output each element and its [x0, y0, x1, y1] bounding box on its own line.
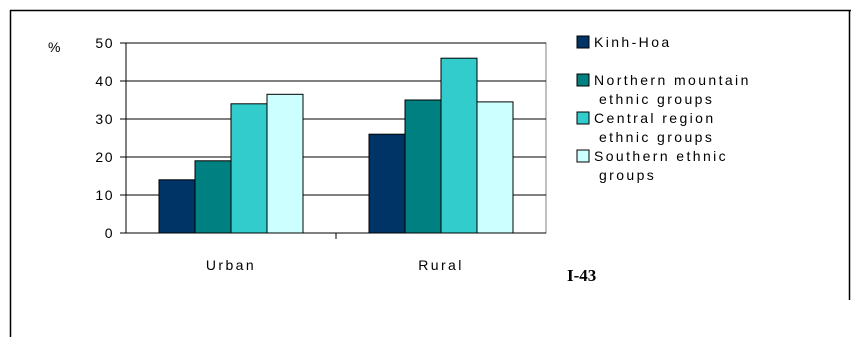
bar [266, 93, 304, 234]
y-tick-label: 0 [105, 225, 114, 241]
legend-swatch [576, 73, 590, 87]
bar [230, 103, 268, 234]
bar [368, 133, 406, 234]
bar [158, 179, 196, 234]
y-tick-label: 50 [95, 35, 114, 51]
bar [194, 160, 232, 234]
x-tick-label: Urban [206, 257, 256, 273]
x-ticks: Urban Rural [206, 233, 463, 273]
figure-annotation: I-43 [567, 266, 596, 285]
y-tick-label: 30 [95, 111, 114, 127]
bar [476, 101, 514, 234]
legend-swatch [576, 111, 590, 125]
legend-label: Kinh-Hoa [594, 34, 672, 50]
legend-swatch [576, 35, 590, 49]
legend-swatch [576, 149, 590, 163]
legend-label: Central region ethnic groups [594, 110, 716, 145]
legend-label: Northern mountain ethnic groups [594, 72, 751, 107]
bar [404, 99, 442, 234]
y-tick-label: 40 [95, 73, 114, 89]
bars [158, 57, 514, 234]
y-tick-label: 10 [95, 187, 114, 203]
y-tick-label: 20 [95, 149, 114, 165]
y-ticks: 0 10 20 30 40 50 [95, 35, 126, 241]
x-tick-label: Rural [418, 257, 463, 273]
bar [440, 57, 478, 234]
legend-label: Southern ethnic groups [594, 148, 728, 183]
legend: Kinh-Hoa Northern mountain ethnic groupsCe… [576, 34, 751, 183]
y-axis-label: % [48, 39, 62, 55]
